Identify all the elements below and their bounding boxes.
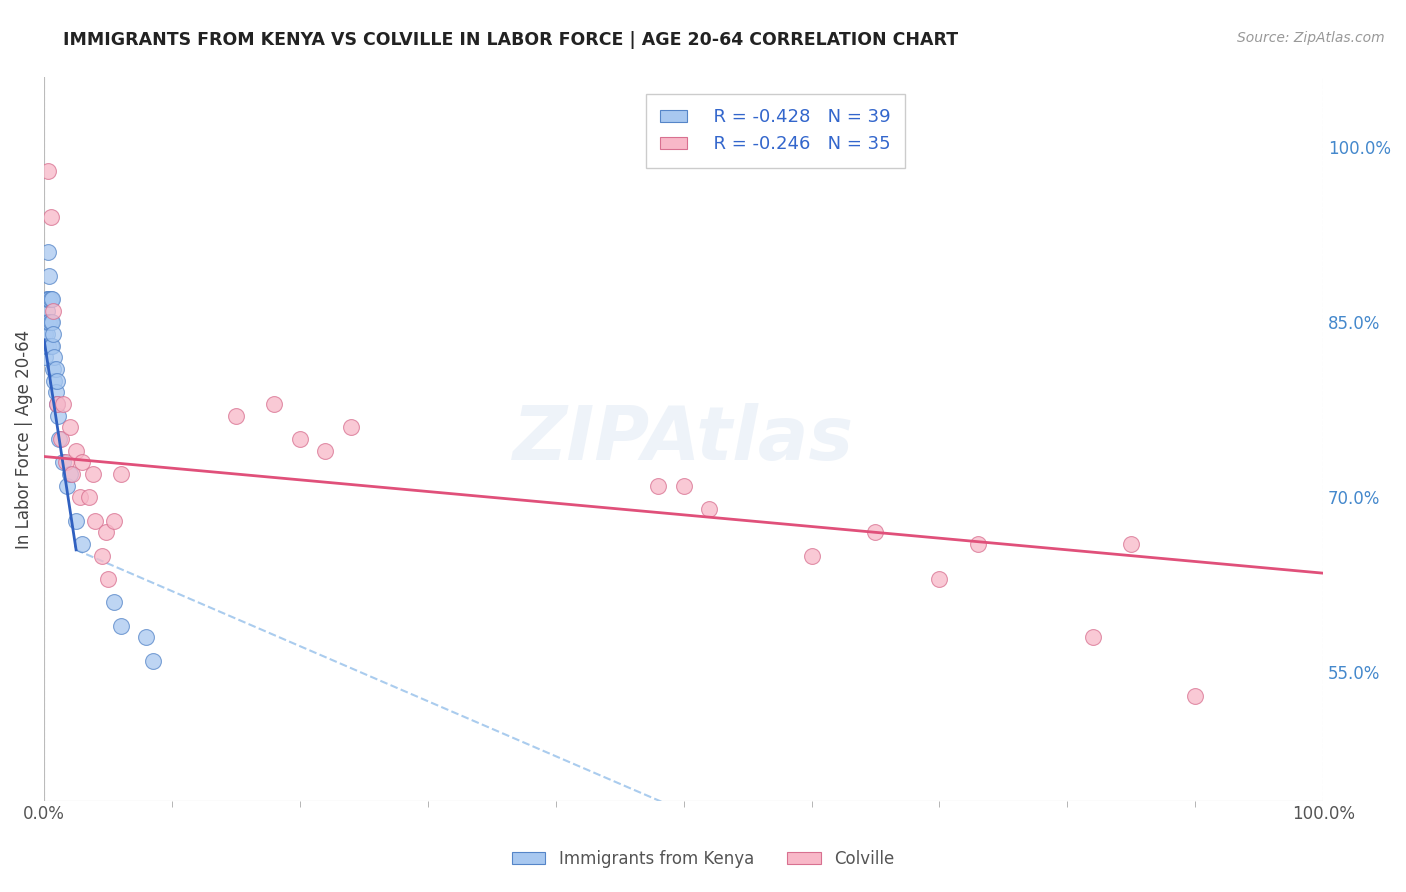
Point xyxy=(41,339,63,353)
Point xyxy=(37,339,59,353)
Point xyxy=(65,443,87,458)
Text: ZIPAtlas: ZIPAtlas xyxy=(513,402,855,475)
Point xyxy=(35,326,58,341)
Point xyxy=(46,409,69,423)
Point xyxy=(103,595,125,609)
Point xyxy=(110,467,132,481)
Point xyxy=(928,572,950,586)
Point xyxy=(42,326,65,341)
Y-axis label: In Labor Force | Age 20-64: In Labor Force | Age 20-64 xyxy=(15,329,32,549)
Point xyxy=(34,351,56,365)
Text: IMMIGRANTS FROM KENYA VS COLVILLE IN LABOR FORCE | AGE 20-64 CORRELATION CHART: IMMIGRANTS FROM KENYA VS COLVILLE IN LAB… xyxy=(63,31,959,49)
Point xyxy=(60,467,83,481)
Point xyxy=(38,315,60,329)
Point xyxy=(52,397,75,411)
Point xyxy=(34,339,56,353)
Point xyxy=(44,351,66,365)
Point xyxy=(37,245,59,260)
Point xyxy=(1081,630,1104,644)
Point xyxy=(59,467,82,481)
Point xyxy=(39,339,62,353)
Point xyxy=(34,315,56,329)
Point xyxy=(45,362,67,376)
Text: Source: ZipAtlas.com: Source: ZipAtlas.com xyxy=(1237,31,1385,45)
Point xyxy=(38,292,60,306)
Point xyxy=(59,420,82,434)
Point xyxy=(90,549,112,563)
Point xyxy=(103,514,125,528)
Point xyxy=(49,432,72,446)
Point xyxy=(35,303,58,318)
Legend: Immigrants from Kenya, Colville: Immigrants from Kenya, Colville xyxy=(505,844,901,875)
Point xyxy=(97,572,120,586)
Point xyxy=(45,397,67,411)
Point xyxy=(38,268,60,283)
Point xyxy=(39,292,62,306)
Point xyxy=(82,467,104,481)
Point xyxy=(697,502,720,516)
Point xyxy=(225,409,247,423)
Point xyxy=(672,478,695,492)
Point xyxy=(39,315,62,329)
Point xyxy=(288,432,311,446)
Point xyxy=(45,397,67,411)
Point xyxy=(263,397,285,411)
Legend:   R = -0.428   N = 39,   R = -0.246   N = 35: R = -0.428 N = 39, R = -0.246 N = 35 xyxy=(645,94,905,168)
Point xyxy=(966,537,988,551)
Point xyxy=(34,326,56,341)
Point xyxy=(56,478,79,492)
Point xyxy=(1184,689,1206,703)
Point xyxy=(315,443,337,458)
Point xyxy=(45,385,67,400)
Point xyxy=(39,211,62,225)
Point xyxy=(865,525,887,540)
Point xyxy=(110,618,132,632)
Point xyxy=(37,292,59,306)
Point xyxy=(37,315,59,329)
Point xyxy=(35,292,58,306)
Point xyxy=(142,654,165,668)
Point xyxy=(340,420,363,434)
Point xyxy=(800,549,823,563)
Point xyxy=(41,315,63,329)
Point xyxy=(55,455,77,469)
Point xyxy=(65,514,87,528)
Point xyxy=(37,163,59,178)
Point xyxy=(48,432,70,446)
Point xyxy=(52,455,75,469)
Point xyxy=(69,491,91,505)
Point xyxy=(42,362,65,376)
Point xyxy=(84,514,107,528)
Point xyxy=(77,491,100,505)
Point xyxy=(42,303,65,318)
Point xyxy=(45,374,67,388)
Point xyxy=(72,455,94,469)
Point xyxy=(647,478,669,492)
Point xyxy=(94,525,117,540)
Point xyxy=(135,630,157,644)
Point xyxy=(1121,537,1143,551)
Point xyxy=(41,292,63,306)
Point xyxy=(44,374,66,388)
Point xyxy=(72,537,94,551)
